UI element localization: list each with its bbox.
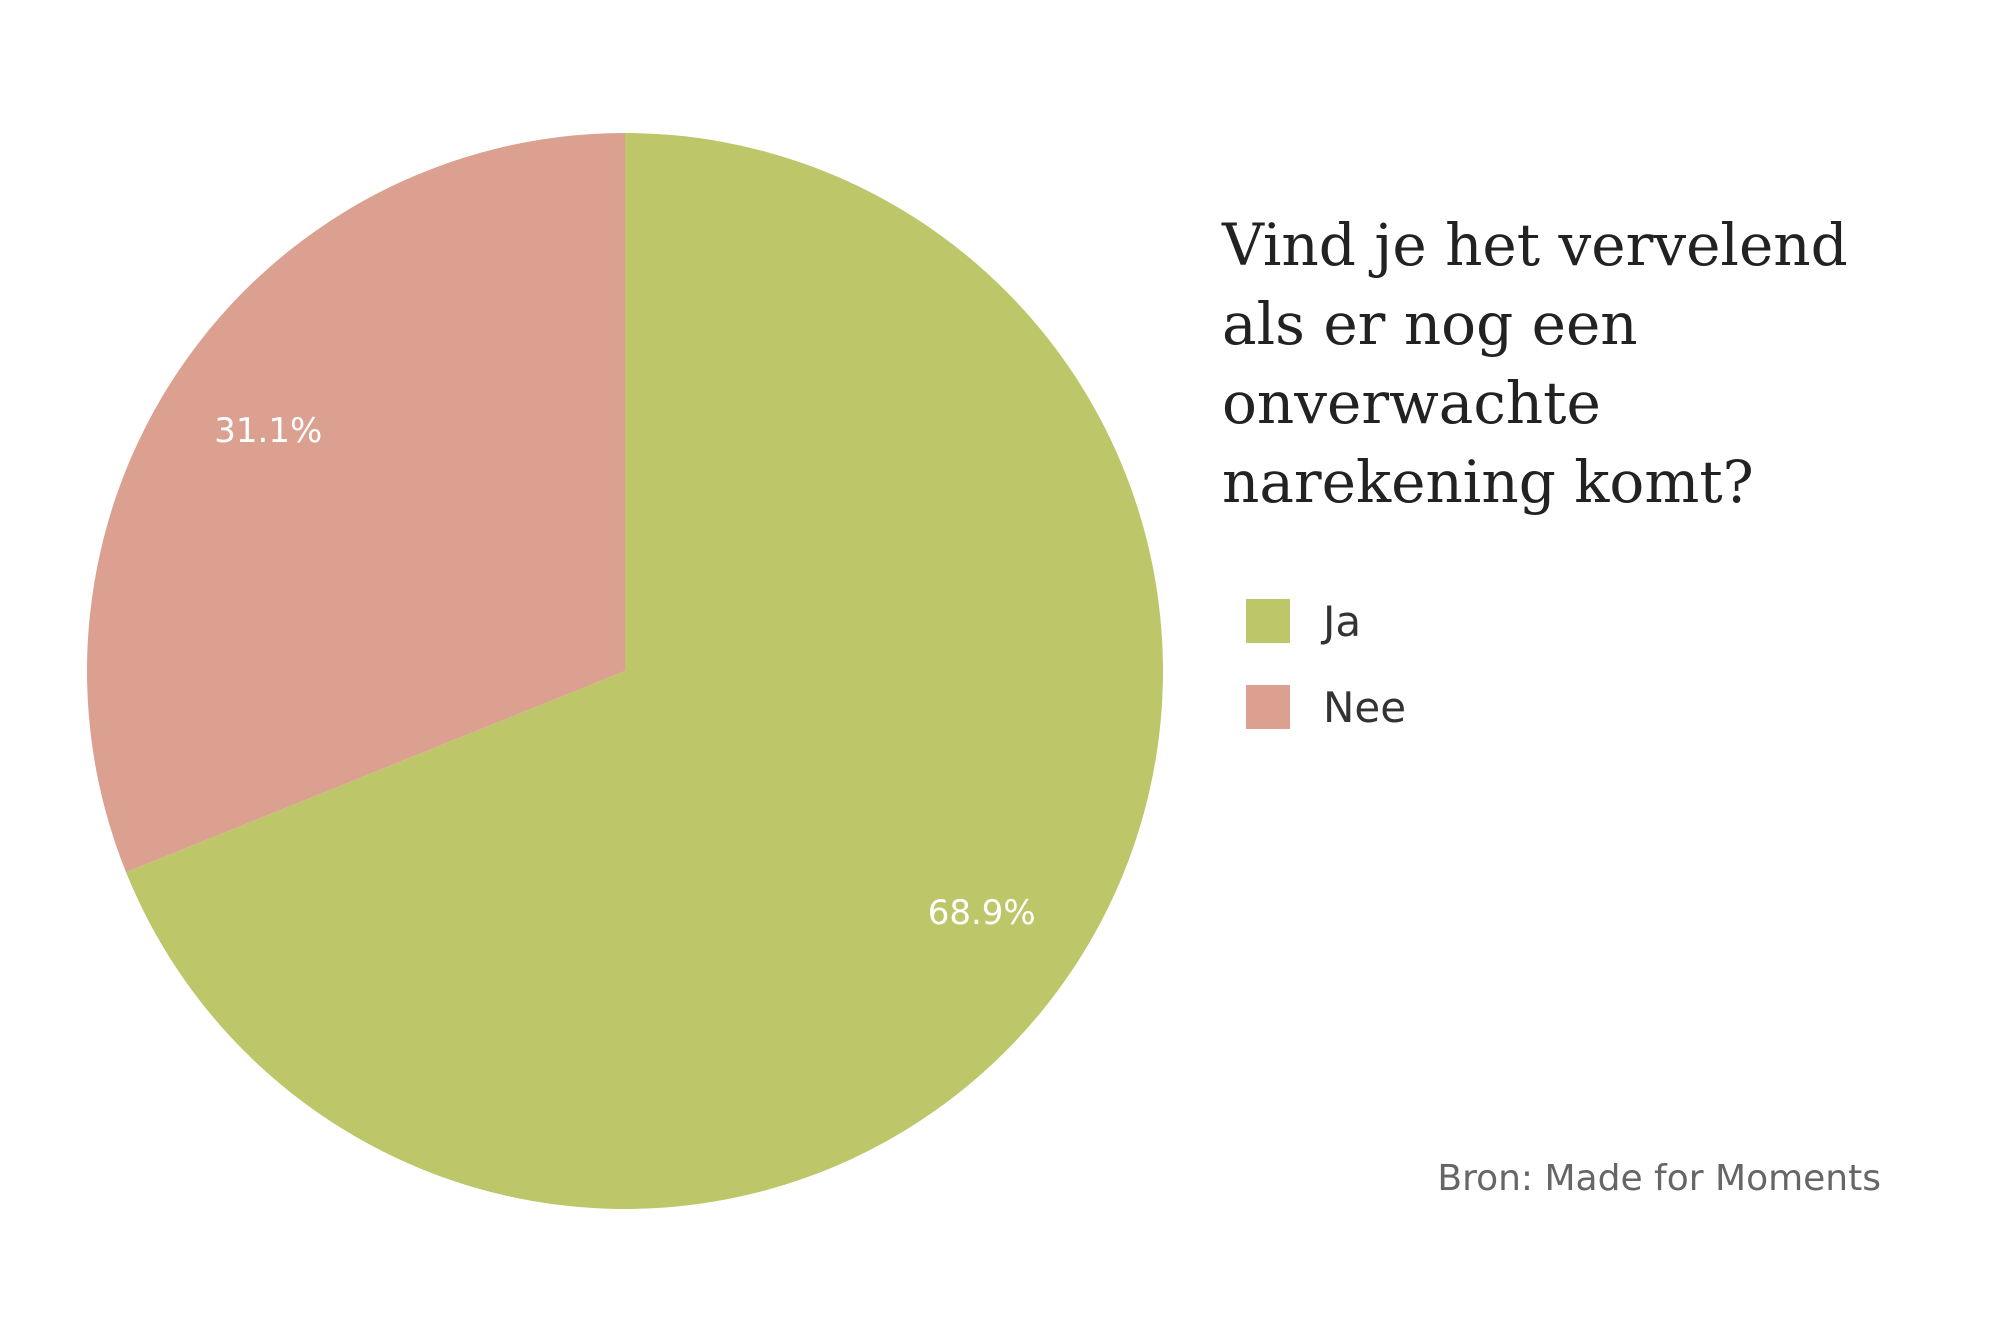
source-note: Bron: Made for Moments <box>1437 1158 1881 1199</box>
legend-label-ja: Ja <box>1323 596 1362 646</box>
legend-swatch-nee <box>1246 685 1290 729</box>
data-label-nee: 31.1% <box>214 411 322 451</box>
pie-slice-nee <box>86 133 625 873</box>
legend-item-ja: Ja <box>1246 578 1406 664</box>
legend: Ja Nee <box>1246 578 1406 750</box>
data-label-ja: 68.9% <box>928 893 1036 933</box>
legend-label-nee: Nee <box>1323 682 1407 732</box>
legend-swatch-ja <box>1246 599 1290 643</box>
legend-item-nee: Nee <box>1246 664 1406 750</box>
pie-slice-ja <box>126 133 1163 1209</box>
chart-title: Vind je het vervelend als er nog een onv… <box>1222 211 1848 516</box>
